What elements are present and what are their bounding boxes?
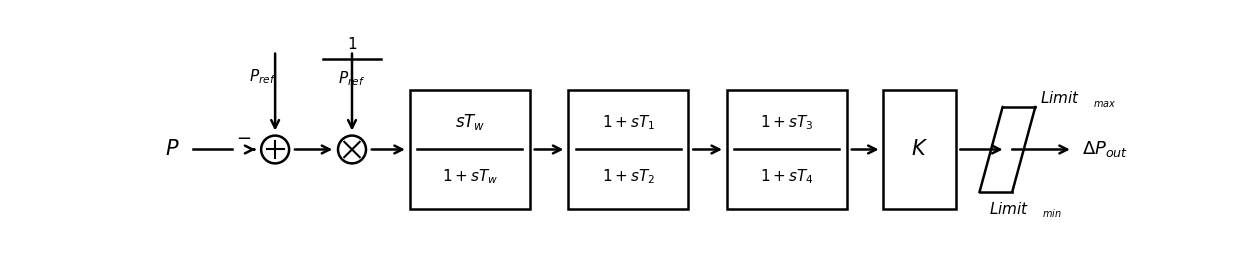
Text: $Limit$: $Limit$ — [990, 201, 1029, 217]
Text: $1$: $1$ — [347, 36, 357, 52]
Text: $K$: $K$ — [911, 140, 928, 160]
Text: $_{min}$: $_{min}$ — [1042, 206, 1061, 220]
Text: $1+sT_4$: $1+sT_4$ — [760, 167, 813, 186]
Text: $-$: $-$ — [236, 128, 250, 146]
Text: $P$: $P$ — [165, 140, 180, 160]
Text: $P_{ref}$: $P_{ref}$ — [339, 69, 366, 88]
Text: $_{max}$: $_{max}$ — [1092, 96, 1116, 110]
Text: $\Delta P_{out}$: $\Delta P_{out}$ — [1083, 140, 1128, 160]
Text: $1+sT_2$: $1+sT_2$ — [601, 167, 655, 186]
Text: $sT_w$: $sT_w$ — [455, 112, 485, 132]
Text: $1+sT_3$: $1+sT_3$ — [760, 113, 813, 132]
Text: $Limit$: $Limit$ — [1040, 90, 1080, 107]
Text: $P_{ref}$: $P_{ref}$ — [249, 67, 277, 86]
Text: $1+sT_1$: $1+sT_1$ — [601, 113, 655, 132]
Text: $1+sT_w$: $1+sT_w$ — [441, 167, 498, 186]
